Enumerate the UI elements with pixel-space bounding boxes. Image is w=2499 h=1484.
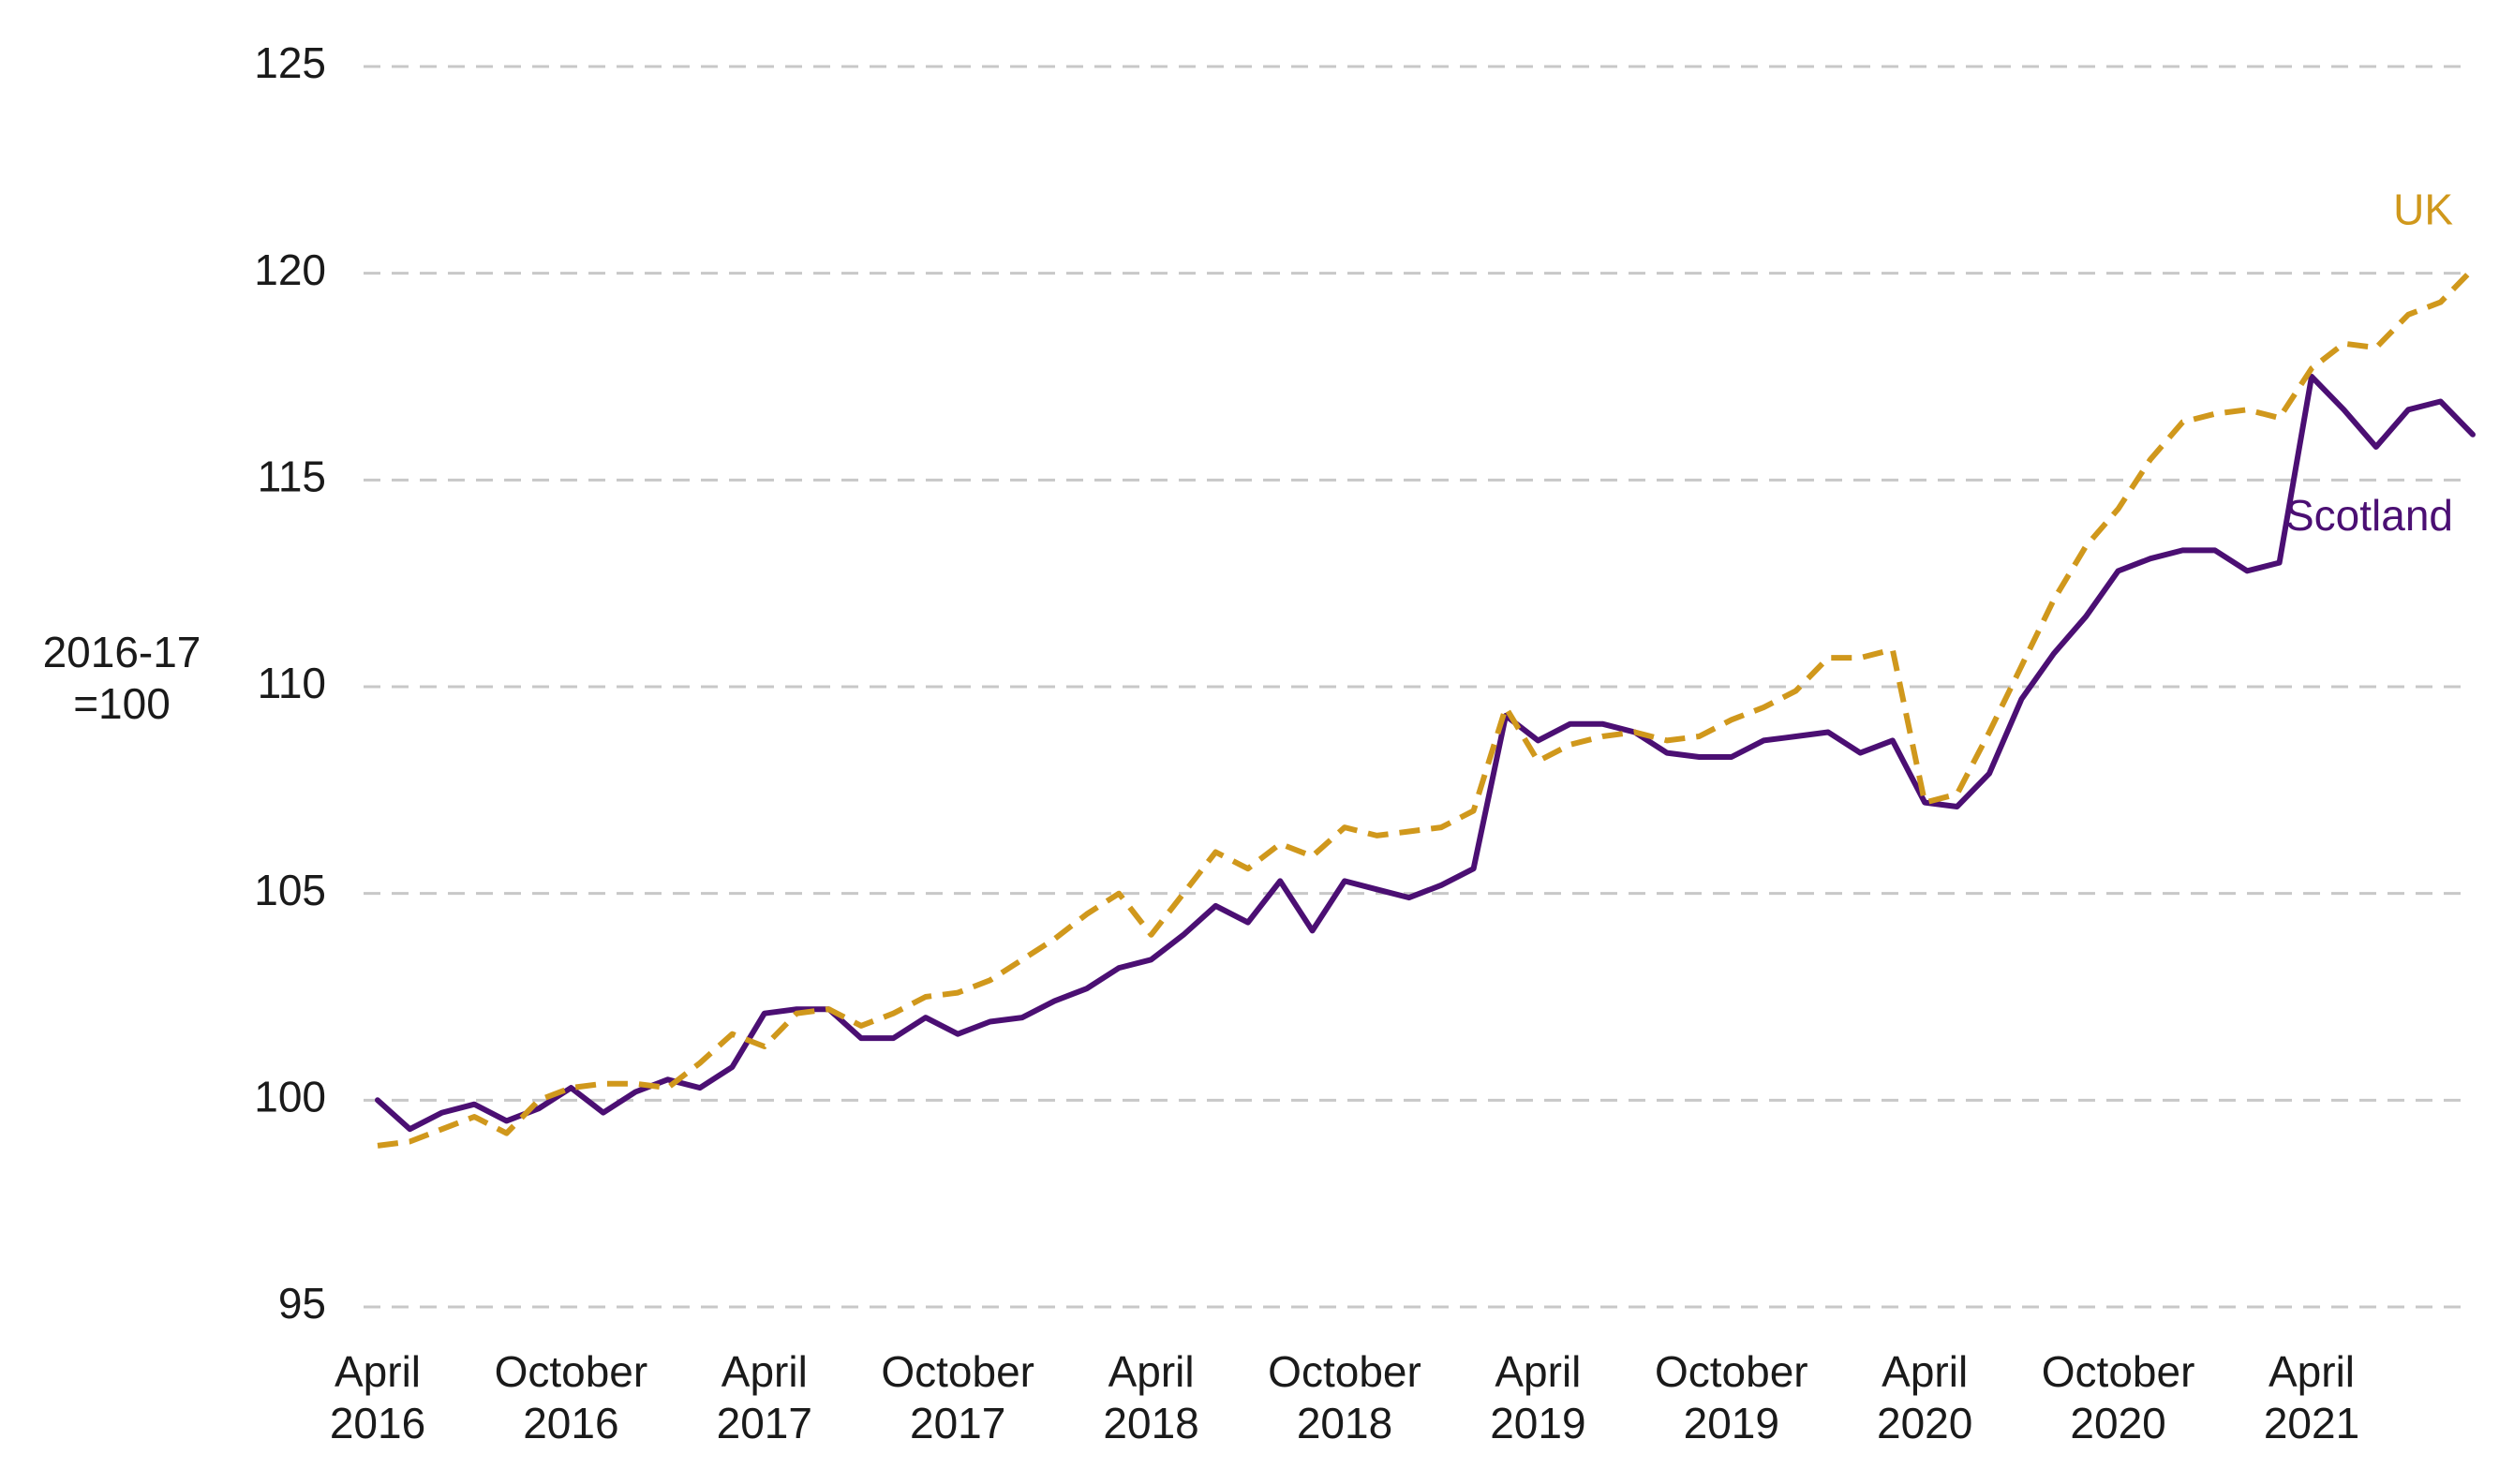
x-tick-label-30: October 2018 <box>1268 1347 1421 1447</box>
y-axis-ticks: 95 100 105 110 115 120 125 <box>254 38 326 1328</box>
y-axis-label: 2016-17 =100 <box>43 628 201 728</box>
series-labels: UK Scotland <box>2285 185 2453 540</box>
x-tick-label-36: April 2019 <box>1490 1347 1585 1447</box>
x-tick-label-60: April 2021 <box>2264 1347 2359 1447</box>
x-tick-label-0: April 2016 <box>330 1347 425 1447</box>
series-label-uk: UK <box>2393 185 2453 233</box>
y-tick-label-125: 125 <box>254 38 326 87</box>
y-tick-label-100: 100 <box>254 1072 326 1120</box>
series-line-scotland <box>375 374 2476 1133</box>
y-tick-label-110: 110 <box>258 659 326 707</box>
y-tick-label-95: 95 <box>278 1279 326 1328</box>
x-tick-label-48: April 2020 <box>1877 1347 1972 1447</box>
x-tick-label-24: April 2018 <box>1103 1347 1198 1447</box>
series-label-scotland: Scotland <box>2285 491 2453 540</box>
gridlines <box>364 65 2462 1309</box>
y-tick-label-105: 105 <box>254 866 326 914</box>
series-line-uk <box>377 267 2476 1149</box>
x-tick-label-18: October 2017 <box>881 1347 1034 1447</box>
x-tick-label-6: October 2016 <box>495 1347 648 1447</box>
y-tick-label-115: 115 <box>258 452 326 500</box>
x-tick-label-12: April 2017 <box>717 1347 812 1447</box>
y-tick-label-120: 120 <box>254 245 326 294</box>
x-axis-ticks: April 2016 October 2016 April 2017 October 2017… <box>330 1347 2359 1447</box>
x-tick-label-42: October 2019 <box>1655 1347 1808 1447</box>
x-tick-label-54: October 2020 <box>2042 1347 2195 1447</box>
series-lines <box>375 267 2476 1149</box>
